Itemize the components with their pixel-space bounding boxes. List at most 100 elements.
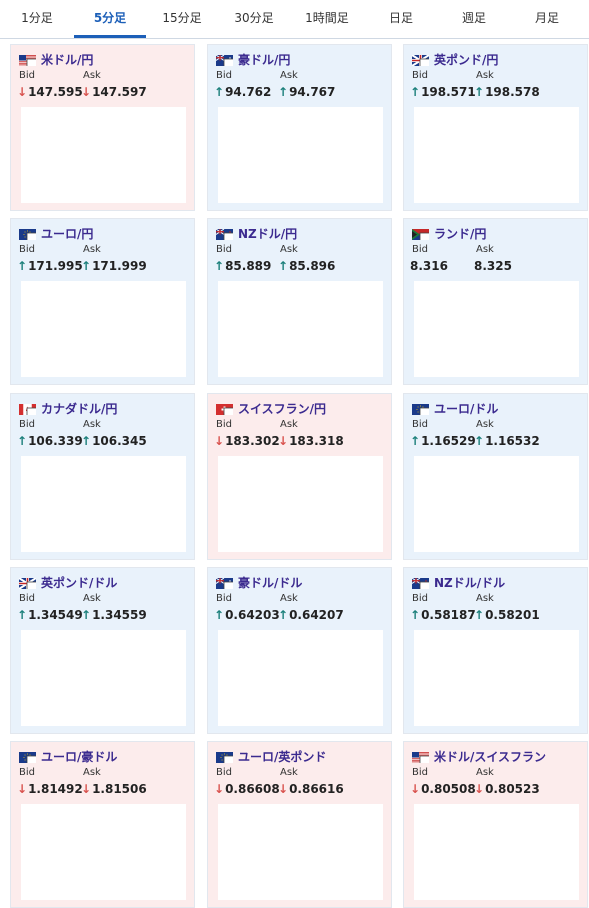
bid-price: ↓1.81492 — [17, 782, 83, 796]
ask-price: ↓1.81506 — [81, 782, 147, 796]
candlestick-chart-svg — [218, 107, 383, 203]
up-arrow-icon: ↑ — [214, 259, 225, 273]
currency-pair-name[interactable]: カナダドル/円 — [41, 402, 118, 416]
currency-pair-name[interactable]: 米ドル/円 — [41, 53, 94, 67]
eu-flag-icon: 1.1661.1651.1641.16315:1016:1017:10 — [412, 404, 429, 415]
currency-pair-name[interactable]: スイスフラン/円 — [238, 402, 327, 416]
currency-pair-name[interactable]: ユーロ/ドル — [434, 402, 499, 416]
down-arrow-icon: ↓ — [81, 85, 92, 99]
currency-pair-name[interactable]: ユーロ/豪ドル — [41, 750, 118, 764]
bid-label: Bid — [19, 70, 35, 81]
chart-frame — [223, 232, 233, 240]
ask-label: Ask — [476, 244, 494, 255]
price-chart[interactable] — [218, 107, 383, 203]
ask-label: Ask — [83, 767, 101, 778]
rate-card[interactable]: 147.6147.5147.415:1016:1017:10 米ドル/円 Bid… — [10, 44, 195, 211]
tab-4[interactable]: 1時間足 — [305, 11, 349, 25]
up-arrow-icon: ↑ — [474, 85, 485, 99]
bid-label: Bid — [216, 244, 232, 255]
currency-pair-name[interactable]: 米ドル/スイスフラン — [434, 750, 547, 764]
rate-card[interactable]: 94.894.7594.794.6515:1016:1017:10 豪ドル/円 … — [207, 44, 392, 211]
chart-frame — [419, 407, 429, 415]
ask-price: ↑0.58201 — [474, 608, 540, 622]
currency-pair-name[interactable]: 英ポンド/円 — [434, 53, 499, 67]
price-chart[interactable] — [218, 456, 383, 552]
price-chart[interactable] — [21, 630, 186, 726]
rate-card[interactable]: 198.6198.4198.215:1016:1017:10 英ポンド/円 Bi… — [403, 44, 588, 211]
ask-price: ↑106.345 — [81, 434, 147, 448]
rate-card[interactable]: 1.1661.1651.1641.16315:1016:1017:10 ユーロ/… — [403, 393, 588, 560]
bid-label: Bid — [412, 70, 428, 81]
gb-flag-icon: 1.3451.34415:1016:1017:10 — [19, 578, 36, 589]
candlestick-chart-svg — [414, 630, 579, 726]
currency-pair-name[interactable]: NZドル/ドル — [434, 576, 506, 590]
bid-price: ↑1.16529 — [410, 434, 476, 448]
tab-1[interactable]: 5分足 — [74, 0, 146, 38]
currency-pair-name[interactable]: 豪ドル/円 — [238, 53, 291, 67]
rate-card[interactable]: 85.985.8585.885.7515:1016:1017:10 NZドル/円… — [207, 218, 392, 385]
bid-price: ↑106.339 — [17, 434, 83, 448]
chart-frame — [419, 58, 429, 66]
candlestick-chart-svg — [414, 456, 579, 552]
price-chart[interactable] — [218, 281, 383, 377]
tab-2[interactable]: 15分足 — [162, 11, 202, 25]
price-chart[interactable] — [21, 107, 186, 203]
bid-label: Bid — [19, 419, 35, 430]
price-chart[interactable] — [414, 107, 579, 203]
price-chart[interactable] — [21, 456, 186, 552]
bid-label: Bid — [19, 767, 35, 778]
down-arrow-icon: ↓ — [214, 782, 225, 796]
rate-card[interactable]: 0.58250.5820.581515:1016:1017:10 NZドル/ドル… — [403, 567, 588, 734]
candlestick-chart-svg — [21, 281, 186, 377]
price-chart[interactable] — [21, 804, 186, 900]
ca-flag-icon: 106.35106.3106.25106.215:1016:1017:10 — [19, 404, 36, 415]
rate-card[interactable]: 8.348.338.328.3115:1016:1017:10 ランド/円 Bi… — [403, 218, 588, 385]
candlestick-chart-svg — [218, 281, 383, 377]
tab-6[interactable]: 週足 — [461, 11, 486, 25]
price-chart[interactable] — [218, 630, 383, 726]
rate-card[interactable]: 0.86650.8660.86550.86515:1016:1017:10 ユー… — [207, 741, 392, 908]
bid-price: ↑94.762 — [214, 85, 272, 99]
price-chart[interactable] — [414, 281, 579, 377]
ask-price: ↑171.999 — [81, 259, 147, 273]
down-arrow-icon: ↓ — [474, 782, 485, 796]
up-arrow-icon: ↑ — [81, 434, 92, 448]
tab-7[interactable]: 月足 — [534, 11, 559, 25]
rate-card[interactable]: 1.3451.34415:1016:1017:10 英ポンド/ドル Bid As… — [10, 567, 195, 734]
chart-frame — [223, 407, 233, 415]
candlestick-chart-svg — [218, 456, 383, 552]
ask-price: ↑0.64207 — [278, 608, 344, 622]
currency-pair-name[interactable]: 豪ドル/ドル — [238, 576, 303, 590]
price-chart[interactable] — [414, 456, 579, 552]
ask-price: ↓183.318 — [278, 434, 344, 448]
rate-card[interactable]: 1.8141.81215:1016:1017:10 ユーロ/豪ドル Bid As… — [10, 741, 195, 908]
currency-pair-name[interactable]: ユーロ/円 — [41, 227, 94, 241]
tab-3[interactable]: 30分足 — [234, 11, 274, 25]
chart-frame — [26, 407, 36, 415]
down-arrow-icon: ↓ — [17, 782, 28, 796]
ask-label: Ask — [280, 767, 298, 778]
candlestick-chart-svg — [414, 281, 579, 377]
rate-card[interactable]: 0.64250.64215:1016:1017:10 豪ドル/ドル Bid As… — [207, 567, 392, 734]
bid-price: ↓147.595 — [17, 85, 83, 99]
price-chart[interactable] — [21, 281, 186, 377]
currency-pair-name[interactable]: NZドル/円 — [238, 227, 298, 241]
bid-price: ↑0.64203 — [214, 608, 280, 622]
ask-price: ↑1.34559 — [81, 608, 147, 622]
rate-card[interactable]: 183.218315:1016:1017:10 スイスフラン/円 Bid Ask… — [207, 393, 392, 560]
rate-card[interactable]: 172171.8171.615:1016:1017:10 ユーロ/円 Bid A… — [10, 218, 195, 385]
price-chart[interactable] — [414, 804, 579, 900]
bid-price: 8.316 — [410, 259, 448, 273]
currency-pair-name[interactable]: ユーロ/英ポンド — [238, 750, 327, 764]
rate-card[interactable]: 106.35106.3106.25106.215:1016:1017:10 カナ… — [10, 393, 195, 560]
currency-pair-name[interactable]: ランド/円 — [434, 227, 487, 241]
currency-pair-name[interactable]: 英ポンド/ドル — [41, 576, 118, 590]
us-flag-icon: 0.80650.8060.80550.80515:1016:1017:10 — [412, 752, 429, 763]
price-chart[interactable] — [218, 804, 383, 900]
rate-card[interactable]: 0.80650.8060.80550.80515:1016:1017:10 米ド… — [403, 741, 588, 908]
tab-0[interactable]: 1分足 — [21, 11, 53, 25]
ask-price: ↓147.597 — [81, 85, 147, 99]
tab-5[interactable]: 日足 — [388, 11, 413, 25]
ch-flag-icon: 183.218315:1016:1017:10 — [216, 404, 233, 415]
price-chart[interactable] — [414, 630, 579, 726]
